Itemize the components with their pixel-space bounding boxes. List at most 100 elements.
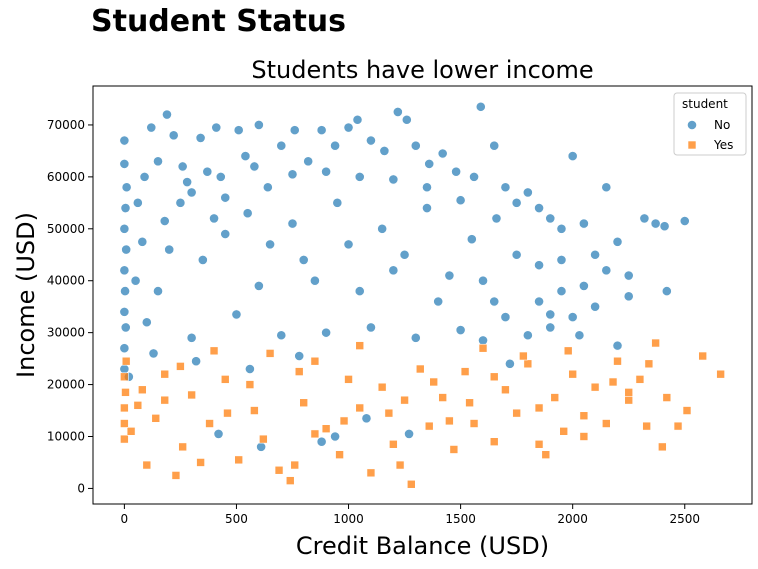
data-point (658, 442, 667, 452)
data-point (545, 322, 556, 333)
data-point (422, 203, 432, 213)
plot-frame (92, 85, 753, 505)
data-point (120, 203, 131, 213)
points-layer (119, 101, 725, 489)
data-point (567, 151, 578, 161)
data-point (590, 382, 600, 392)
data-point (429, 377, 439, 387)
data-point (276, 140, 287, 151)
data-point (256, 441, 267, 452)
data-point (455, 195, 466, 206)
data-point (120, 372, 129, 382)
y-axis-title: Income (USD) (12, 212, 40, 378)
data-point (624, 395, 634, 405)
data-point (679, 216, 690, 226)
data-point (330, 140, 340, 151)
data-point (137, 236, 148, 247)
data-point (133, 401, 143, 410)
data-point (285, 476, 295, 485)
data-point (579, 411, 589, 421)
data-point (178, 442, 187, 452)
data-point (608, 377, 618, 387)
data-point (355, 341, 365, 350)
data-point (662, 393, 672, 402)
y-tick-label: 40000 (47, 274, 85, 288)
data-point (460, 367, 470, 376)
data-point (563, 346, 573, 356)
data-point (339, 416, 349, 426)
data-point (215, 171, 226, 182)
series-yes (120, 338, 725, 489)
data-point (146, 122, 157, 133)
data-point (289, 125, 300, 136)
data-point (424, 421, 434, 431)
data-point (366, 322, 376, 333)
data-point (205, 419, 214, 428)
data-point (253, 281, 264, 291)
data-point (250, 406, 259, 415)
data-point (259, 434, 268, 444)
data-point (231, 309, 242, 320)
data-point (121, 182, 132, 193)
data-point (299, 398, 309, 408)
data-point (209, 346, 219, 356)
data-point (186, 332, 197, 343)
data-point (379, 146, 390, 156)
data-point (475, 101, 486, 112)
data-point (332, 197, 343, 208)
data-point (511, 249, 522, 260)
data-point (534, 296, 544, 307)
data-point (233, 125, 244, 136)
data-point (644, 359, 654, 369)
data-point (404, 429, 414, 439)
data-point (139, 171, 150, 182)
data-point (438, 393, 447, 402)
data-point (141, 317, 152, 328)
data-point (153, 286, 163, 297)
data-point (601, 265, 612, 276)
data-point (121, 388, 130, 397)
data-point (120, 403, 129, 413)
data-point (451, 166, 462, 177)
data-point (298, 255, 309, 265)
data-point (445, 416, 454, 426)
data-point (623, 270, 634, 281)
data-point (388, 174, 399, 185)
data-point (159, 216, 170, 226)
data-point (153, 156, 163, 167)
data-point (321, 327, 332, 338)
data-point (177, 161, 188, 172)
data-point (290, 460, 300, 470)
data-point (253, 120, 264, 130)
x-axis: 0 500 1000 1500 2000 2500 (121, 504, 700, 526)
data-point (119, 223, 130, 234)
data-point (449, 445, 459, 454)
data-point (433, 296, 444, 307)
legend: student No Yes (673, 92, 747, 156)
data-point (590, 301, 600, 312)
data-point (612, 236, 623, 247)
data-point (377, 223, 388, 234)
data-point (335, 450, 344, 459)
data-point (613, 356, 622, 366)
data-point (126, 427, 136, 436)
data-point (220, 192, 231, 203)
data-point (138, 385, 147, 395)
data-point (602, 419, 611, 428)
data-point (361, 413, 372, 424)
data-point (287, 218, 298, 229)
data-point (395, 460, 405, 470)
data-point (437, 148, 448, 159)
data-point (534, 403, 544, 413)
data-point (651, 338, 660, 348)
data-point (294, 351, 305, 361)
data-point (424, 158, 435, 169)
data-point (220, 375, 230, 384)
data-point (303, 156, 314, 167)
data-point (310, 356, 320, 366)
data-point (469, 419, 479, 428)
data-point (195, 133, 206, 143)
data-point (148, 348, 159, 359)
data-point (489, 437, 499, 446)
data-point (242, 208, 253, 219)
